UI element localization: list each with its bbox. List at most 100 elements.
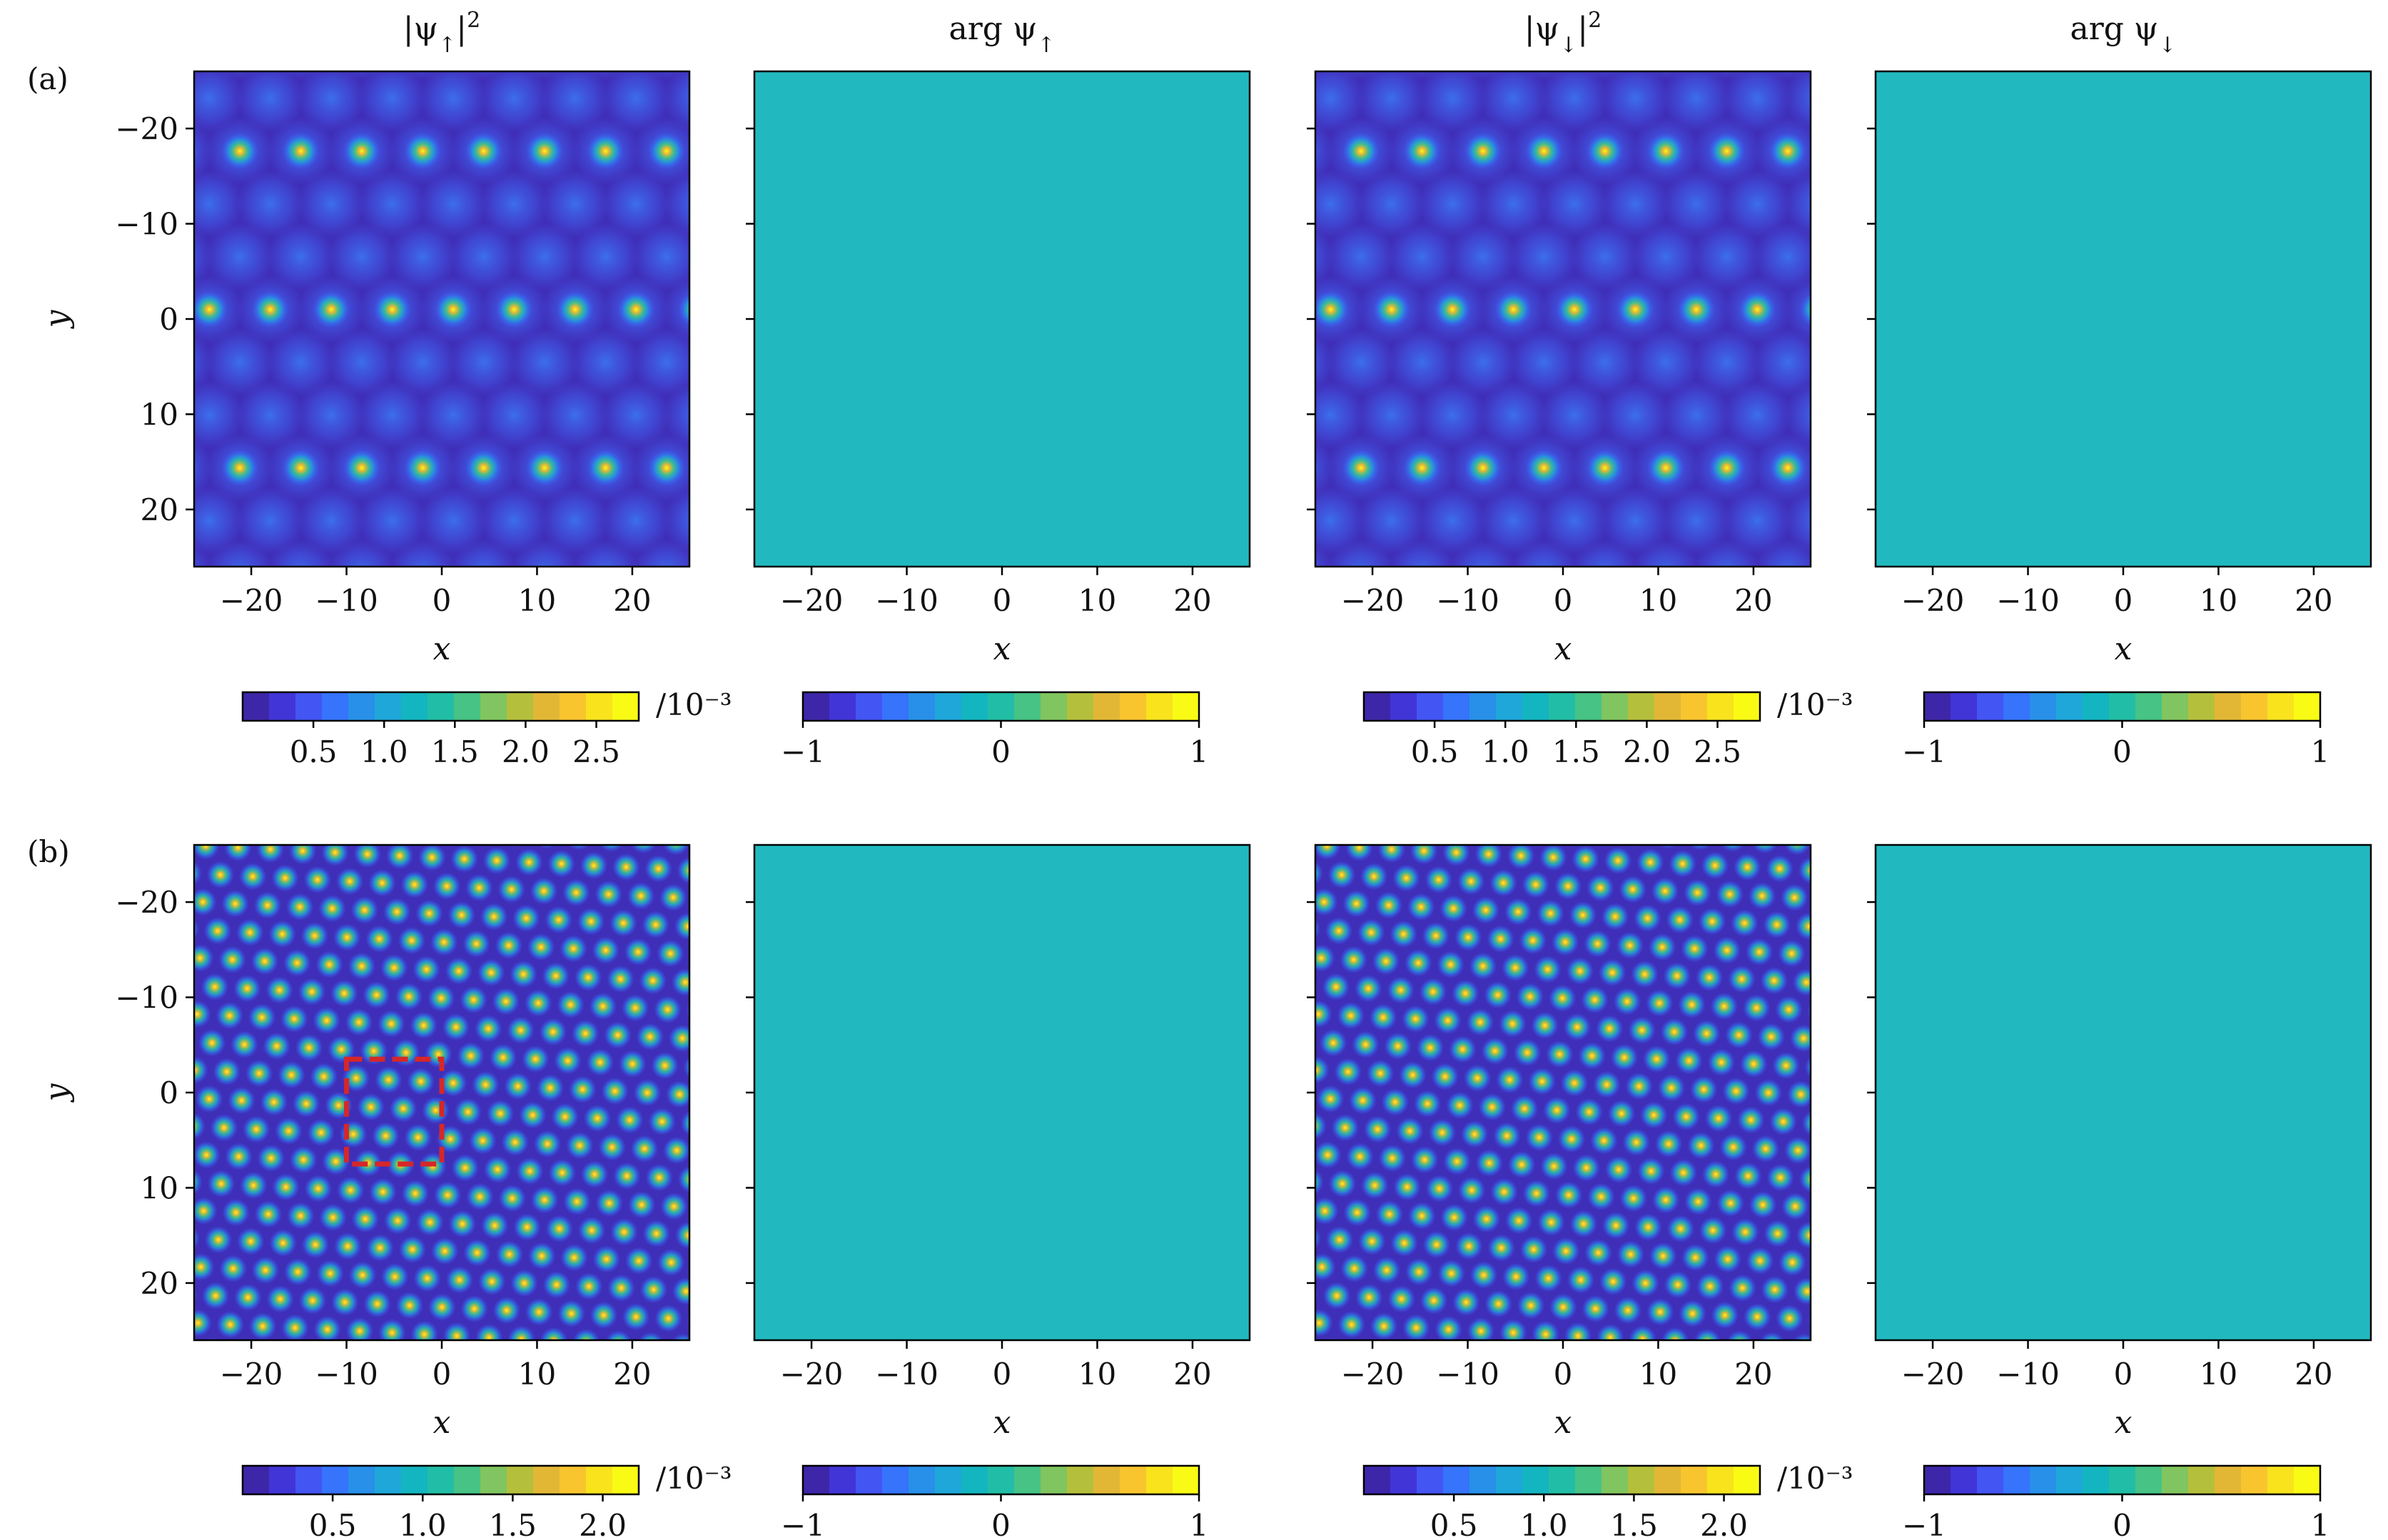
density-peak	[1315, 978, 1317, 993]
colorbar-frame	[1362, 1464, 1761, 1496]
y-tick-label: 0	[159, 1075, 178, 1110]
density-haze	[1602, 487, 1669, 554]
colorbar-segment	[935, 692, 962, 721]
density-haze	[1724, 381, 1791, 449]
density-peak	[1619, 876, 1646, 903]
colorbar-segment	[2056, 692, 2083, 721]
density-peak	[1599, 958, 1626, 986]
density-haze	[1541, 381, 1608, 449]
density-peak	[427, 984, 455, 1012]
density-peak	[1522, 1180, 1550, 1207]
density-haze	[1327, 328, 1395, 396]
density-peak	[154, 943, 181, 970]
density-peak	[263, 1032, 290, 1060]
density-haze	[358, 170, 426, 238]
density-peak	[1707, 1048, 1735, 1076]
density-peak	[287, 1202, 315, 1230]
density-haze	[389, 223, 457, 290]
density-peak	[350, 896, 378, 924]
density-peak	[395, 1292, 424, 1319]
density-peak	[1696, 963, 1724, 991]
density-peak	[1613, 988, 1641, 1015]
density-peak	[386, 845, 414, 870]
density-peak	[581, 1160, 609, 1188]
density-peak	[1612, 1353, 1639, 1380]
density-peak	[660, 1192, 688, 1220]
density-peak	[1729, 1274, 1756, 1302]
density-peak	[1679, 1300, 1706, 1327]
density-peak	[334, 1232, 362, 1260]
density-peak	[378, 1010, 405, 1038]
colorbar-unit: /10⁻³	[656, 687, 732, 722]
density-haze	[1662, 381, 1730, 449]
density-peak	[537, 845, 557, 849]
colorbar-segment	[322, 1466, 349, 1494]
x-tick-label: 10	[2200, 583, 2237, 618]
density-peak	[1460, 811, 1487, 839]
density-haze	[1662, 71, 1730, 132]
density-peak	[221, 890, 249, 918]
density-peak	[1704, 1105, 1733, 1133]
colorbar-segment	[533, 1466, 560, 1494]
density-haze	[358, 381, 426, 449]
density-peak	[1678, 291, 1715, 328]
x-tick-label: 20	[1734, 1357, 1772, 1392]
density-peak	[248, 1003, 276, 1031]
density-peak	[1557, 816, 1584, 844]
density-peak	[1602, 903, 1629, 931]
density-peak	[513, 1213, 541, 1241]
density-haze	[1724, 487, 1791, 554]
density-peak	[445, 1266, 473, 1294]
density-peak	[416, 1208, 444, 1236]
density-peak	[1349, 1087, 1377, 1115]
density-peak	[307, 1119, 335, 1147]
density-haze	[420, 487, 487, 554]
density-peak	[1342, 890, 1370, 918]
density-peak	[1795, 912, 1811, 941]
density-peak	[1355, 1283, 1383, 1312]
colorbar-segment	[295, 1466, 323, 1494]
colorbar-unit: /10⁻³	[1777, 1461, 1853, 1496]
density-haze	[1357, 71, 1425, 132]
density-peak	[651, 1052, 679, 1080]
density-peak	[1315, 888, 1338, 916]
colorbar-segment	[1654, 1466, 1681, 1494]
density-peak	[692, 886, 719, 913]
density-peak	[1381, 1088, 1409, 1116]
density-peak	[254, 1200, 282, 1228]
x-tick-label: 10	[1639, 1357, 1677, 1392]
density-peak	[638, 1332, 664, 1340]
density-peak	[268, 920, 296, 948]
density-peak	[1817, 1138, 1844, 1165]
density-peak	[194, 1169, 203, 1195]
density-peak	[1631, 1270, 1659, 1297]
density-peak	[1584, 930, 1612, 958]
density-haze	[1705, 71, 1749, 79]
x-tick-label: 0	[2114, 583, 2133, 618]
colorbar-segment	[560, 692, 587, 721]
density-peak	[607, 1274, 635, 1302]
density-peak	[363, 1290, 391, 1318]
colorbar-tick-label: 0.5	[290, 734, 338, 769]
density-peak	[631, 845, 657, 853]
density-peak	[1757, 1023, 1785, 1050]
panel-b-2: −20 −10 0 10 20x−1 0 1	[746, 844, 1251, 1540]
colorbar-segment	[1549, 692, 1576, 721]
density-peak	[1346, 1143, 1374, 1170]
density-peak	[560, 935, 587, 963]
density-peak	[1734, 1162, 1762, 1190]
density-peak	[627, 882, 655, 910]
density-haze	[480, 487, 548, 554]
density-peak	[1315, 1286, 1318, 1302]
colorbar-segment	[612, 1466, 639, 1494]
density-peak	[1463, 1064, 1492, 1092]
density-peak	[219, 1255, 247, 1282]
density-peak	[1664, 1271, 1691, 1299]
density-peak	[1384, 1032, 1412, 1060]
density-peak	[1646, 989, 1674, 1017]
density-peak	[1315, 845, 1341, 860]
density-peak	[321, 845, 349, 866]
density-peak	[701, 1026, 728, 1053]
density-peak	[1373, 291, 1410, 328]
colorbar-segment	[1014, 1466, 1041, 1494]
